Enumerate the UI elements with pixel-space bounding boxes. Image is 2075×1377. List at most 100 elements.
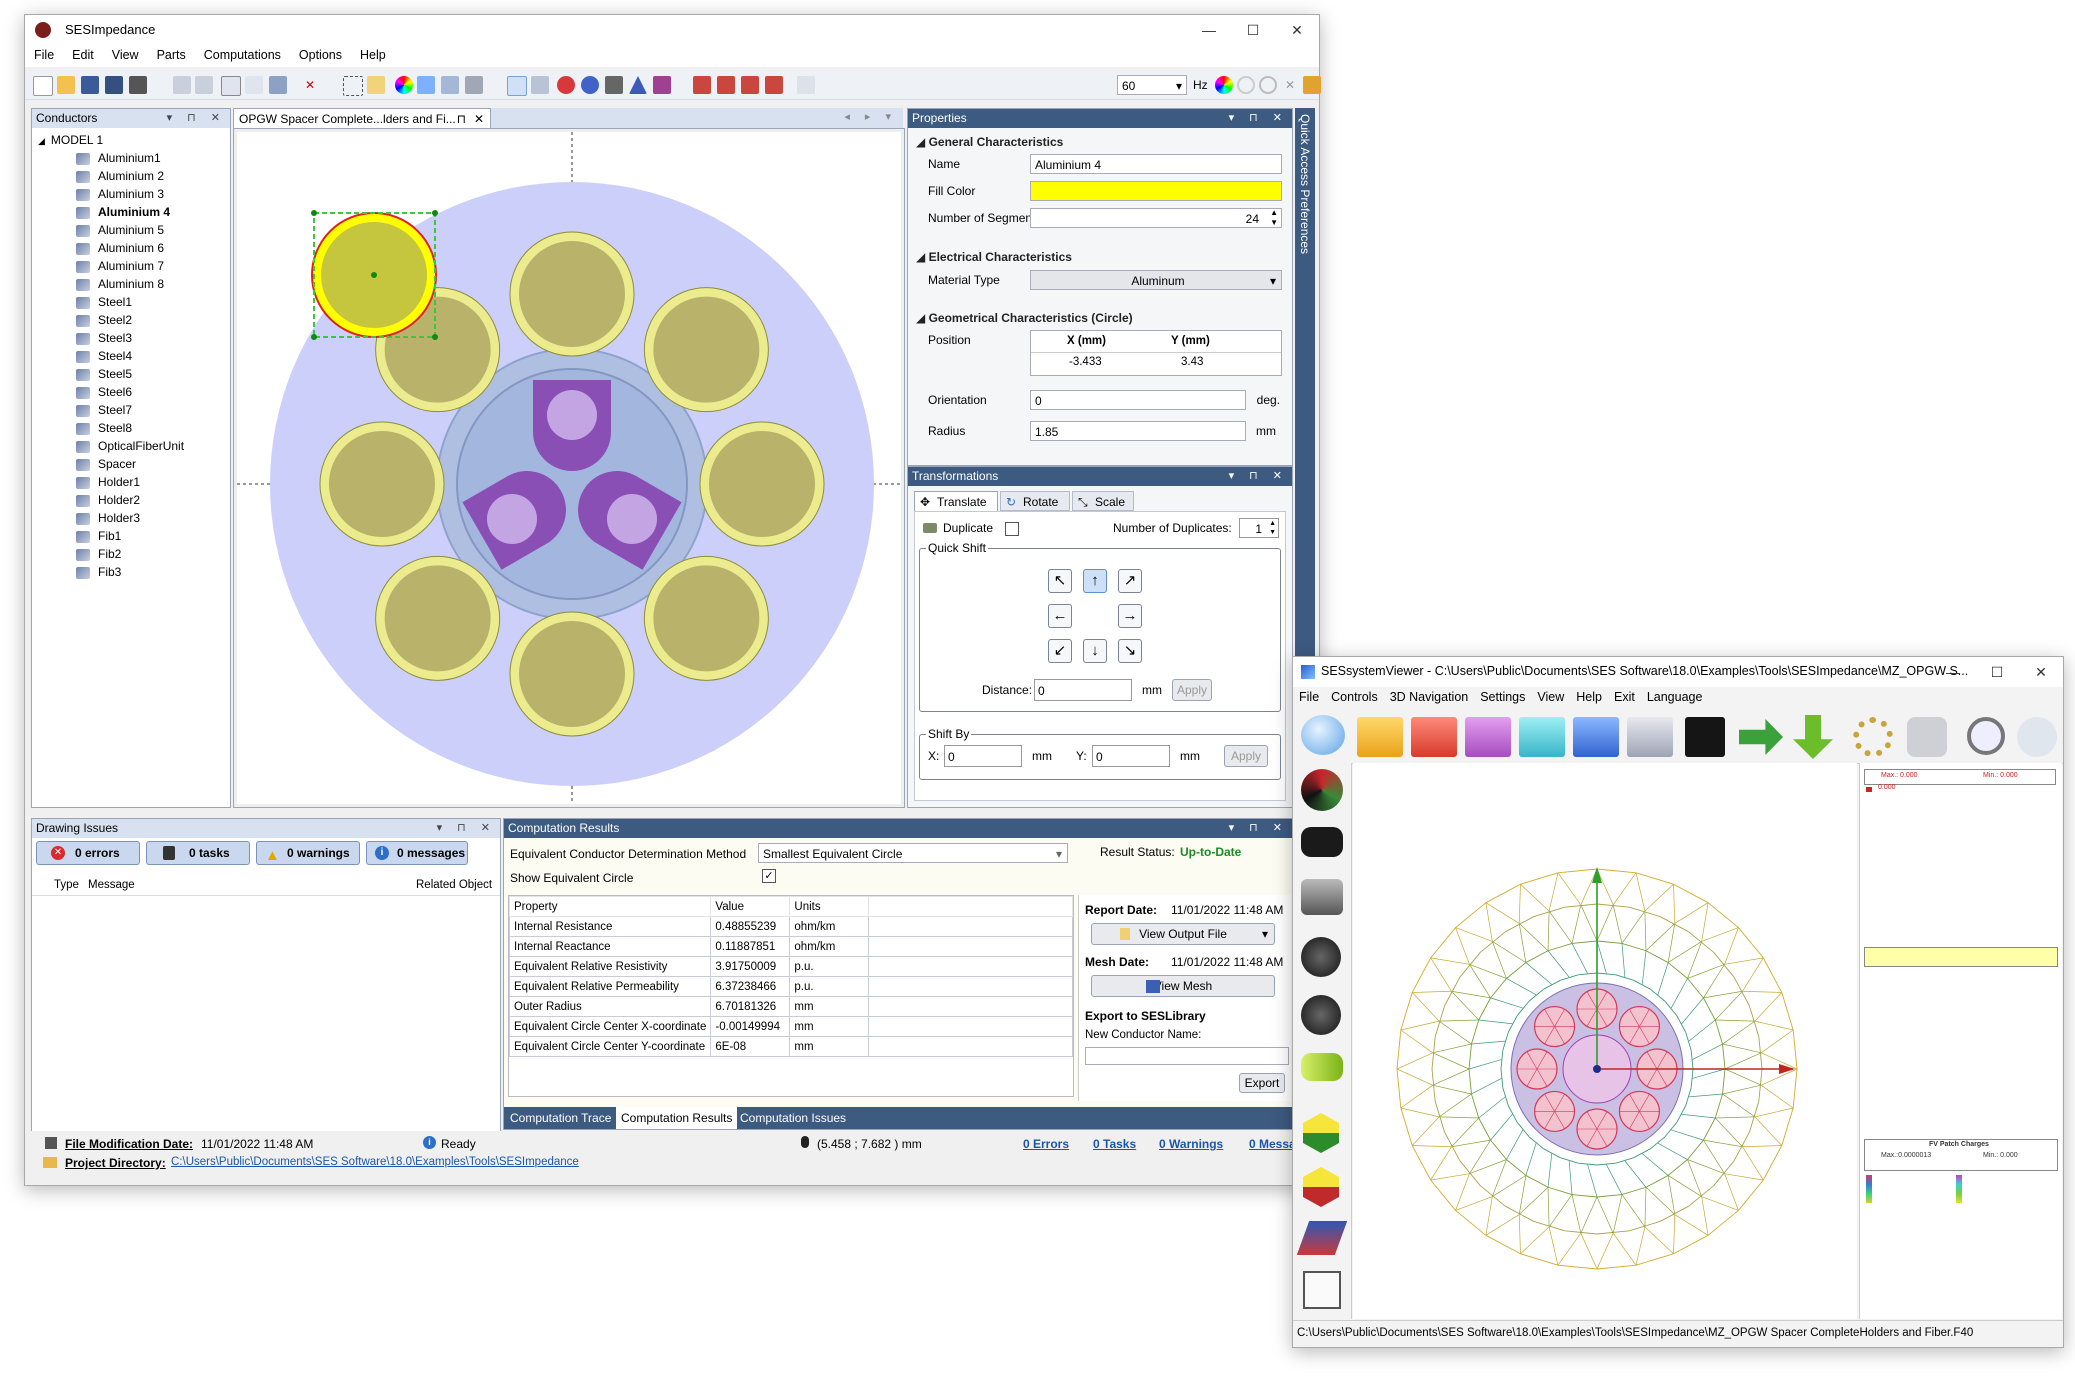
tasks-button[interactable]: 0 tasks xyxy=(146,841,250,865)
shift-down-button[interactable]: ↓ xyxy=(1083,639,1107,663)
table-row[interactable]: Internal Reactance 0.11887851 ohm/km xyxy=(508,936,1073,957)
status-errors-link[interactable]: 0 Errors xyxy=(1023,1137,1070,1151)
draw-ellipse-icon[interactable] xyxy=(581,76,599,94)
shift-down-right-button[interactable]: ↘ xyxy=(1118,639,1142,663)
tree-item[interactable]: Fib1 xyxy=(76,527,226,545)
selection-handle[interactable] xyxy=(432,334,438,340)
shift-left-button[interactable]: ← xyxy=(1048,604,1072,628)
paste-icon[interactable] xyxy=(245,76,263,94)
viewer-menu-language[interactable]: Language xyxy=(1646,690,1703,704)
pointer-icon[interactable] xyxy=(507,76,527,96)
wireframe-icon[interactable] xyxy=(1303,1271,1341,1309)
tree-item[interactable]: Holder1 xyxy=(76,473,226,491)
job-folder-icon[interactable] xyxy=(1357,717,1403,757)
drawing-tab[interactable]: OPGW Spacer Complete...lders and Fi... ⊓ ✕ xyxy=(233,108,491,128)
shape-tool-icon[interactable] xyxy=(797,76,815,94)
shift-down-left-button[interactable]: ↙ xyxy=(1048,639,1072,663)
tree-item[interactable]: Steel3 xyxy=(76,329,226,347)
status-tasks-link[interactable]: 0 Tasks xyxy=(1093,1137,1137,1151)
speech-bubble-icon[interactable] xyxy=(1301,715,1345,755)
results-header-cell[interactable]: Units xyxy=(789,896,870,917)
y-value[interactable]: 3.43 xyxy=(1181,356,1204,368)
table-row[interactable]: Outer Radius 6.70181326 mm xyxy=(508,996,1073,1017)
maximize-button[interactable]: ☐ xyxy=(1246,22,1260,38)
project-dir-link[interactable]: C:\Users\Public\Documents\SES Software\1… xyxy=(171,1156,579,1168)
zoom-out-camera-icon[interactable] xyxy=(1301,937,1341,977)
viewer-3d-canvas[interactable] xyxy=(1353,763,1857,1319)
arrow-right-icon[interactable] xyxy=(1739,719,1783,755)
shift-right-button[interactable]: → xyxy=(1118,604,1142,628)
tree-item[interactable]: Steel2 xyxy=(76,311,226,329)
radius-input[interactable]: 1.85 xyxy=(1030,421,1246,441)
tree-item[interactable]: Holder3 xyxy=(76,509,226,527)
transformations-pin-close-icon[interactable]: ▾ ⊓ ✕ xyxy=(1228,470,1288,482)
mesh-plot[interactable] xyxy=(1353,763,1857,1319)
tab-scroll-icon[interactable]: ◂ ▸ ▾ xyxy=(844,111,897,123)
tab-rotate[interactable]: ↻ Rotate xyxy=(1000,491,1070,511)
print-icon[interactable] xyxy=(129,76,147,94)
panel-pin-close-icon[interactable]: ▾ ⊓ ✕ xyxy=(166,112,226,124)
selection-rectangle[interactable] xyxy=(313,212,436,338)
new-file-icon[interactable] xyxy=(33,76,53,96)
cdegs-logo-icon[interactable] xyxy=(1685,717,1725,757)
color-cube-icon[interactable] xyxy=(1301,769,1343,811)
shift-y-input[interactable]: 0 xyxy=(1092,745,1170,767)
show-eq-circle-checkbox[interactable]: ✓ xyxy=(762,869,776,883)
geometry-section-title[interactable]: ◢ Geometrical Characteristics (Circle) xyxy=(916,311,1133,325)
distance-input[interactable]: 0 xyxy=(1034,679,1132,701)
tree-item[interactable]: Steel8 xyxy=(76,419,226,437)
purple-folder-icon[interactable] xyxy=(1465,717,1511,757)
layer-back-icon[interactable] xyxy=(717,76,735,94)
color-wheel-icon[interactable] xyxy=(395,76,413,94)
selection-handle[interactable] xyxy=(311,210,317,216)
tree-item[interactable]: Fib2 xyxy=(76,545,226,563)
node-tool-icon[interactable] xyxy=(531,76,549,94)
steel-core[interactable] xyxy=(653,296,760,403)
fib1[interactable] xyxy=(547,390,597,440)
selection-handle[interactable] xyxy=(432,210,438,216)
cube-yellow-icon[interactable] xyxy=(1303,1113,1339,1153)
viewer-menu-settings[interactable]: Settings xyxy=(1480,690,1526,704)
palette-icon[interactable] xyxy=(417,76,435,94)
steel-core[interactable] xyxy=(709,431,815,537)
draw-polygon-icon[interactable] xyxy=(629,76,647,94)
results-pin-close-icon[interactable]: ▾ ⊓ ✕ xyxy=(1228,822,1288,834)
tree-item[interactable]: Steel6 xyxy=(76,383,226,401)
layers-icon[interactable] xyxy=(1296,1221,1348,1255)
tab-pin-icon[interactable]: ⊓ xyxy=(456,112,466,126)
color-settings-icon[interactable] xyxy=(1215,76,1233,94)
close-button[interactable]: ✕ xyxy=(1291,22,1303,38)
table-row[interactable]: Equivalent Circle Center Y-coordinate 6E-… xyxy=(508,1036,1073,1057)
drawing-canvas[interactable] xyxy=(237,132,901,804)
tree-item[interactable]: OpticalFiberUnit xyxy=(76,437,226,455)
layer-front-icon[interactable] xyxy=(693,76,711,94)
binoculars-icon[interactable] xyxy=(1301,827,1343,857)
tab-computation-results[interactable]: Computation Results xyxy=(616,1107,738,1129)
minimize-button[interactable]: — xyxy=(1202,22,1216,38)
save-icon[interactable] xyxy=(81,76,99,94)
tree-item[interactable]: Aluminium 8 xyxy=(76,275,226,293)
menu-edit[interactable]: Edit xyxy=(72,48,94,62)
fill-pattern-icon[interactable] xyxy=(441,76,459,94)
cut-icon[interactable] xyxy=(269,76,287,94)
method-dropdown[interactable]: Smallest Equivalent Circle ▾ xyxy=(758,843,1068,863)
fill-color-swatch[interactable] xyxy=(1030,181,1282,201)
gray-folder-icon[interactable] xyxy=(1627,717,1673,757)
undo-icon[interactable] xyxy=(173,76,191,94)
tree-item[interactable]: Aluminium 3 xyxy=(76,185,226,203)
tab-computation-trace[interactable]: Computation Trace xyxy=(510,1111,612,1125)
tree-item[interactable]: Holder2 xyxy=(76,491,226,509)
draw-rectangle-icon[interactable] xyxy=(605,76,623,94)
tree-item[interactable]: Aluminium 5 xyxy=(76,221,226,239)
viewer-menu-help[interactable]: Help xyxy=(1576,690,1602,704)
draw-circle-icon[interactable] xyxy=(557,76,575,94)
fib2[interactable] xyxy=(607,494,657,544)
viewer-menu-file[interactable]: File xyxy=(1299,690,1320,704)
tab-translate[interactable]: ✥ Translate xyxy=(914,491,998,511)
export-icon[interactable] xyxy=(1303,76,1321,94)
viewer-minimize-button[interactable]: — xyxy=(1946,664,1960,680)
col-related-object[interactable]: Related Object xyxy=(416,879,493,891)
results-header-cell[interactable]: Property xyxy=(508,896,712,917)
table-row[interactable]: Internal Resistance 0.48855239 ohm/km xyxy=(508,916,1073,937)
